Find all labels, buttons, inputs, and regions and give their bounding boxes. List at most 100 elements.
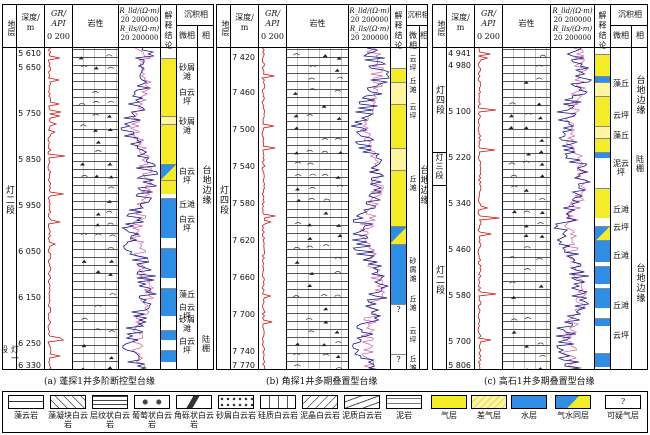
formation-top-label: 灯四段: [434, 85, 444, 115]
header-gr: GR/ API 0 200: [475, 5, 502, 48]
legend-item: 藻云岩: [5, 392, 47, 434]
depth-label: 7 700: [232, 310, 255, 319]
header-facies-title: 沉积相: [611, 5, 647, 26]
header-micro: 微相: [179, 31, 195, 40]
legend-swatch-sand: [218, 395, 254, 409]
lithology-glyph: [307, 236, 313, 240]
depth-label: 5 460: [448, 245, 471, 254]
lithology-glyph: [93, 174, 99, 178]
lithology-glyph: [511, 185, 518, 188]
col-formation: 地层 灯二段 灯一段: [3, 5, 20, 369]
micro-facies: 藻丘: [613, 79, 629, 88]
lithology-glyph: [308, 77, 315, 80]
lithology-glyph: [309, 65, 317, 68]
lithology-glyph: [109, 293, 116, 296]
gas-layer: [161, 58, 176, 116]
gas-layer: [595, 96, 610, 126]
lithology-glyph: [537, 342, 544, 345]
lithology-glyph: [509, 281, 516, 284]
col-facies: 沉积相 微相 相 台地边缘 云坪 丘滩 云坪 丘滩 砂屑滩 丘滩 云坪 丘滩: [407, 5, 428, 369]
lithology-glyph: [510, 318, 518, 321]
micro-facies: 丘滩: [613, 205, 629, 214]
lithology-glyph: [80, 124, 87, 127]
lithology-glyph: [322, 244, 330, 247]
lithology-glyph: [307, 162, 314, 165]
col-resistivity: R_lld/(Ω·m) 20 200000 R_lls/(Ω·m) 20 200…: [349, 5, 391, 369]
lithology-glyph: [321, 104, 327, 108]
col-depth: 深度/ m 7 420 7 460 7 500 7 540 7 580 7 62…: [231, 5, 259, 369]
lithology-glyph: [309, 186, 316, 190]
lithology-glyph: [293, 114, 299, 118]
res-range-2: 20 200000: [120, 34, 159, 42]
water-layer: [595, 240, 610, 262]
gas-layer: [161, 124, 176, 164]
lithology-glyph: [292, 91, 298, 95]
lithology-glyph: [536, 77, 543, 80]
lithology-glyph: [323, 198, 331, 201]
legend-label: 水层: [521, 411, 537, 420]
gr-curve: [47, 48, 66, 369]
facies-label: 台地边缘: [634, 75, 645, 115]
panel-c: 地层 灯四段 灯三段 灯二段 深度/ m 4 941 4 980 5 100 5…: [432, 4, 648, 370]
lithology-glyph: [539, 162, 545, 166]
header-depth: 深度/ m: [231, 5, 258, 48]
facies-label: 台地边缘: [418, 165, 428, 205]
res-range-1: 20 200000: [120, 16, 159, 24]
micro-facies: 泥云坪: [613, 159, 629, 177]
legend-swatch-doubt: ?: [605, 395, 641, 409]
lithology-glyph: [305, 317, 313, 321]
lithology-glyph: [323, 320, 329, 324]
water-layer: [595, 318, 610, 326]
micro-facies: 砂屑滩: [179, 117, 195, 135]
depth-label: 7 620: [232, 236, 255, 245]
legend-item: 气层: [429, 392, 469, 434]
gr-range: 0 200: [477, 32, 500, 41]
lithology-glyph: [336, 116, 342, 120]
col-depth: 深度/ m 5 610 5 650 5 750 5 850 5 950 6 05…: [17, 5, 45, 369]
lithology-glyph: [323, 211, 329, 215]
micro-facies: 云坪: [409, 327, 417, 344]
gas-layer: [391, 68, 406, 82]
header-resistivity: R_lld/(Ω·m) 20 200000 R_lls/(Ω·m) 20 200…: [551, 5, 594, 48]
lithology-glyph: [537, 116, 543, 120]
lithology-glyph: [336, 184, 344, 187]
legend-swatch-breccia: [176, 395, 212, 409]
lithology-glyph: [306, 114, 313, 117]
lithology-glyph: [539, 210, 545, 214]
lithology-glyph: [108, 356, 114, 360]
poor-gas-layer: [595, 126, 610, 138]
gas-layer: [161, 180, 176, 194]
legend-label: 气水同层: [557, 411, 589, 420]
lithology-glyph: [323, 307, 329, 311]
lithology-glyph: [320, 294, 328, 297]
depth-label: 5 580: [448, 291, 471, 300]
micro-facies: 藻丘: [613, 131, 629, 140]
lithology-glyph: [293, 53, 300, 56]
water-layer: [161, 350, 176, 362]
water-layer: [595, 288, 610, 308]
lithology-glyph: [107, 128, 113, 132]
lithology-glyph: [511, 210, 517, 214]
water-layer: [595, 266, 610, 284]
lithology-glyph: [95, 212, 101, 216]
legend-swatch-water: [511, 395, 547, 409]
lithology-glyph: [92, 113, 100, 116]
depth-label: 5 220: [448, 153, 471, 162]
header-facies: 沉积相 微相 相: [407, 5, 427, 50]
lithology-glyph: [523, 344, 529, 348]
res-title-2: R_lls/(Ω·m): [349, 25, 390, 33]
lithology-glyph: [93, 66, 99, 70]
depth-label: 4 941: [448, 49, 471, 58]
header-resistivity: R_lld/(Ω·m) 20 200000 R_lls/(Ω·m) 20 200…: [349, 5, 390, 48]
gas-layer: [595, 138, 610, 152]
legend-item: ? 可疑气层: [599, 392, 647, 434]
lithology-glyph: [294, 260, 300, 264]
legend-item: 藻凝块白云岩: [47, 392, 89, 434]
lithology-glyph: [78, 102, 86, 105]
lithology-glyph: [293, 353, 300, 356]
header-sub: 相: [202, 31, 210, 40]
lithology-glyph: [539, 54, 547, 57]
caption-b: (b) 角探1井多期叠置型台缘: [266, 377, 378, 387]
res-range-2: 20 200000: [553, 34, 592, 42]
lithology-glyph: [525, 112, 532, 116]
